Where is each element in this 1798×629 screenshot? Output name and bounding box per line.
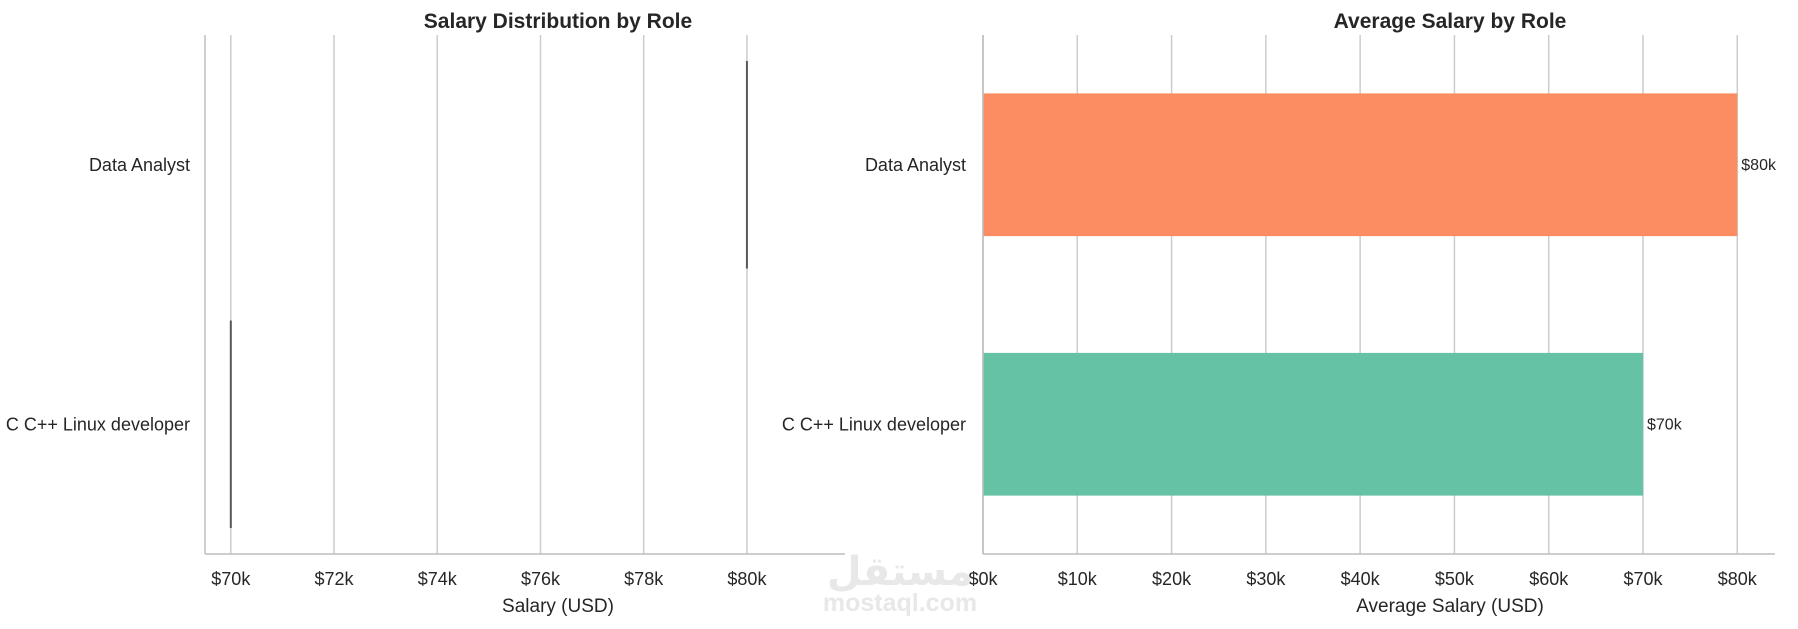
- right-x-tick-label: $60k: [1529, 569, 1569, 589]
- right-axes: [982, 35, 1775, 555]
- left-category-label: C C++ Linux developer: [6, 414, 190, 434]
- left-category-label: Data Analyst: [89, 155, 190, 175]
- left-x-tick-label: $70k: [211, 569, 251, 589]
- left-axes: [204, 35, 845, 555]
- left-tick-labels: $70k $72k $74k $76k $78k $80k: [211, 569, 767, 589]
- watermark-latin: mostaql.com: [823, 589, 977, 617]
- right-value-label: $70k: [1647, 416, 1683, 433]
- right-category-label: Data Analyst: [865, 155, 966, 175]
- left-x-tick-label: $78k: [624, 569, 664, 589]
- right-chart-title: Average Salary by Role: [1334, 10, 1567, 33]
- right-x-tick-label: $0k: [968, 569, 998, 589]
- left-box-marks: [229, 60, 748, 529]
- left-x-tick-label: $76k: [521, 569, 561, 589]
- right-bar: [983, 352, 1643, 496]
- watermark: مستقل mostaql.com: [823, 549, 977, 617]
- left-gridlines: [230, 35, 748, 554]
- right-x-tick-label: $50k: [1435, 569, 1475, 589]
- right-category-labels: Data Analyst C C++ Linux developer: [782, 155, 966, 435]
- left-category-labels: Data Analyst C C++ Linux developer: [6, 155, 190, 435]
- salary-distribution-chart: $70k $72k $74k $76k $78k $80k Data Analyst C C…: [6, 10, 845, 617]
- right-bars: [983, 93, 1738, 496]
- right-tick-labels: $0k $10k $20k $30k $40k $50k $60k $70k $80k: [968, 569, 1757, 589]
- right-x-tick-label: $80k: [1718, 569, 1758, 589]
- left-x-tick-label: $80k: [727, 569, 767, 589]
- right-x-tick-label: $10k: [1058, 569, 1098, 589]
- right-x-tick-label: $40k: [1341, 569, 1381, 589]
- right-category-label: C C++ Linux developer: [782, 414, 966, 434]
- left-x-tick-label: $72k: [315, 569, 355, 589]
- left-x-axis-label: Salary (USD): [502, 596, 614, 617]
- left-x-tick-label: $74k: [418, 569, 458, 589]
- average-salary-chart: $0k $10k $20k $30k $40k $50k $60k $70k $80k Data…: [782, 10, 1777, 617]
- right-bar: [983, 93, 1738, 237]
- right-x-tick-label: $20k: [1152, 569, 1192, 589]
- watermark-arabic: مستقل: [827, 549, 973, 595]
- right-x-tick-label: $30k: [1246, 569, 1286, 589]
- right-x-tick-label: $70k: [1623, 569, 1663, 589]
- right-value-label: $80k: [1741, 157, 1777, 174]
- left-chart-title: Salary Distribution by Role: [424, 10, 692, 33]
- right-x-axis-label: Average Salary (USD): [1356, 596, 1544, 617]
- right-value-labels: $80k $70k: [1647, 157, 1777, 434]
